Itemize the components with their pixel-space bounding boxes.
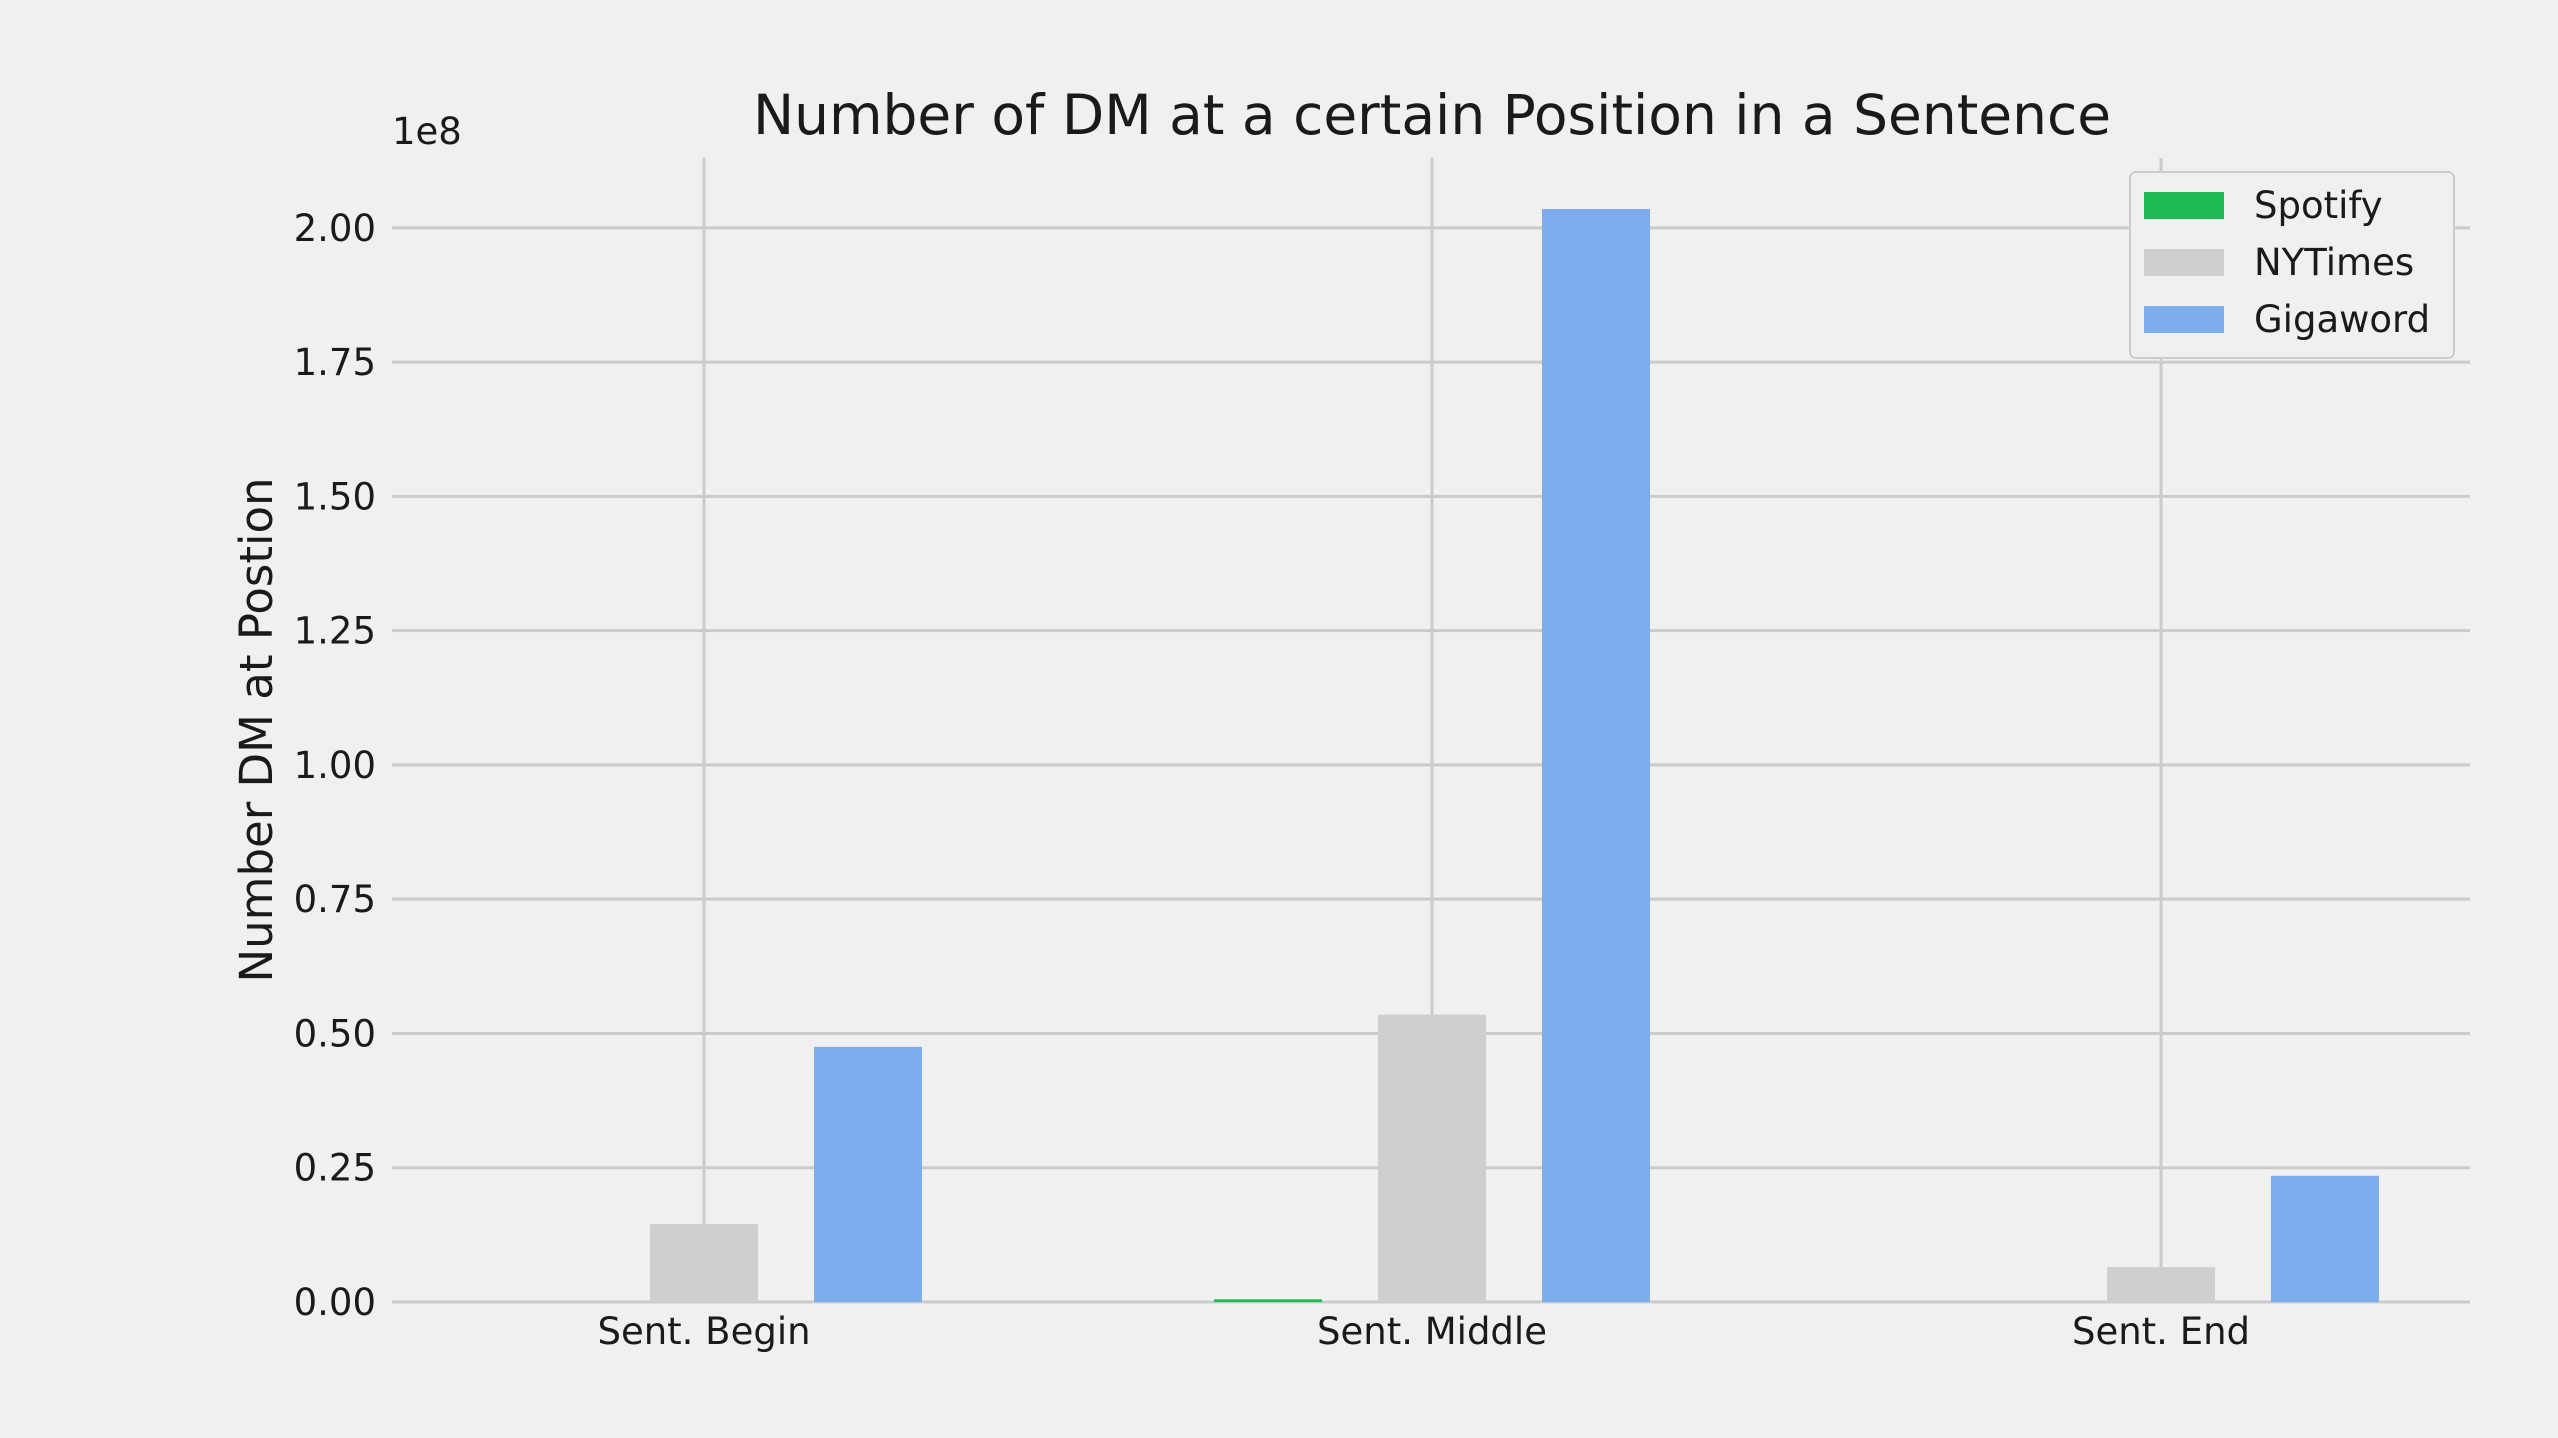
chart-title: Number of DM at a certain Position in a … <box>753 83 2111 147</box>
x-tick-label: Sent. End <box>2072 1310 2250 1353</box>
y-tick-label: 0.00 <box>294 1281 376 1324</box>
bar-gigaword-0 <box>814 1046 922 1302</box>
legend-label: NYTimes <box>2254 241 2414 284</box>
x-tick-labels: Sent. Begin Sent. Middle Sent. End <box>597 1310 2250 1353</box>
y-tick-label: 1.25 <box>294 610 376 653</box>
legend-swatch <box>2144 249 2224 276</box>
legend-swatch <box>2144 192 2224 219</box>
y-tick-labels: 0.00 0.25 0.50 0.75 1.00 1.25 1.50 1.75 2.00 <box>294 207 376 1324</box>
legend-label: Spotify <box>2254 184 2383 227</box>
x-tick-label: Sent. Begin <box>597 1310 810 1353</box>
bar-nytimes-0 <box>650 1224 758 1302</box>
y-tick-label: 2.00 <box>294 207 376 250</box>
bars <box>650 209 2379 1303</box>
bar-gigaword-1 <box>1542 209 1650 1303</box>
y-tick-label: 0.50 <box>294 1012 376 1055</box>
legend-swatch <box>2144 306 2224 333</box>
bar-nytimes-2 <box>2107 1267 2215 1302</box>
legend-label: Gigaword <box>2254 298 2430 341</box>
legend: Spotify NYTimes Gigaword <box>2129 171 2455 359</box>
bar-gigaword-2 <box>2271 1175 2379 1302</box>
y-tick-label: 1.50 <box>294 475 376 518</box>
y-offset-label: 1e8 <box>392 110 462 153</box>
y-tick-label: 1.75 <box>294 341 376 384</box>
x-tick-label: Sent. Middle <box>1317 1310 1547 1353</box>
bar-nytimes-1 <box>1378 1014 1486 1302</box>
bar-spotify-1 <box>1214 1299 1322 1302</box>
y-tick-label: 1.00 <box>294 744 376 787</box>
y-tick-label: 0.75 <box>294 878 376 921</box>
y-axis-label: Number DM at Postion <box>230 477 283 982</box>
y-tick-label: 0.25 <box>294 1147 376 1190</box>
